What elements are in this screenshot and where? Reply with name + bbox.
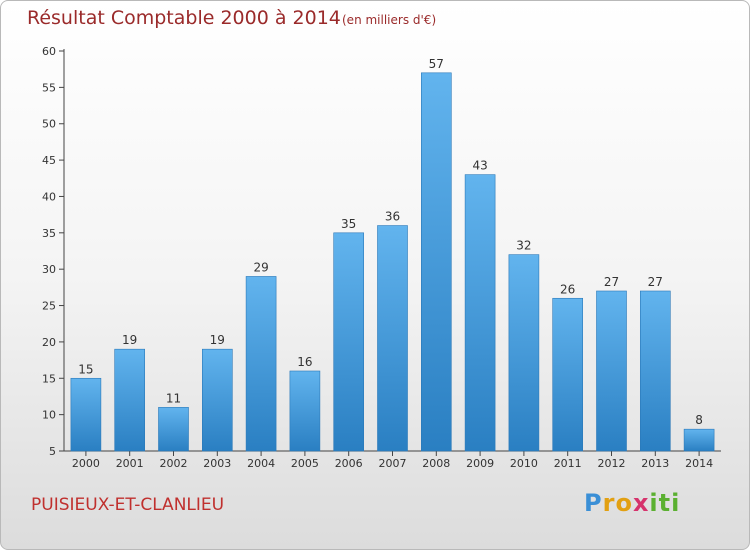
bar-2010[interactable]: [508, 254, 540, 452]
value-label-2010: 32: [516, 239, 531, 253]
value-label-2003: 19: [210, 333, 225, 347]
x-tick-label-2014: 2014: [685, 457, 713, 470]
y-tick-label: 55: [42, 81, 56, 94]
logo-letter: o: [615, 489, 633, 517]
x-tick-label-2010: 2010: [510, 457, 538, 470]
value-label-2008: 57: [429, 57, 444, 71]
y-tick-label: 15: [42, 372, 56, 385]
bar-2000[interactable]: [70, 377, 102, 452]
value-label-2006: 35: [341, 217, 356, 231]
x-tick-label-2004: 2004: [247, 457, 275, 470]
bar-2003[interactable]: [202, 348, 233, 452]
y-tick-label: 60: [42, 45, 56, 58]
value-label-2013: 27: [648, 275, 663, 289]
x-tick-label-2003: 2003: [203, 457, 231, 470]
value-label-2001: 19: [122, 333, 137, 347]
x-tick-label-2008: 2008: [422, 457, 450, 470]
bar-2008[interactable]: [420, 72, 452, 452]
x-tick-label-2002: 2002: [160, 457, 188, 470]
logo-letter: r: [602, 489, 616, 517]
y-tick-label: 25: [42, 300, 56, 313]
y-tick-label: 45: [42, 154, 56, 167]
bar-2001[interactable]: [114, 348, 145, 452]
bar-2006[interactable]: [333, 232, 365, 452]
y-tick-label: 10: [42, 409, 56, 422]
bar-2005[interactable]: [289, 370, 321, 452]
chart-title: Résultat Comptable 2000 à 2014: [27, 7, 341, 29]
y-tick-label: 35: [42, 227, 56, 240]
chart-subtitle: (en milliers d'€): [342, 13, 437, 27]
x-tick-label-2001: 2001: [116, 457, 144, 470]
value-label-2000: 15: [78, 362, 93, 376]
bar-2014[interactable]: [683, 428, 715, 452]
value-label-2004: 29: [253, 260, 268, 274]
bar-2007[interactable]: [377, 225, 408, 452]
logo-letter: ti: [658, 489, 681, 517]
bar-2011[interactable]: [552, 297, 584, 452]
y-tick-label: 50: [42, 118, 56, 131]
value-label-2002: 11: [166, 391, 181, 405]
value-label-2012: 27: [604, 275, 619, 289]
value-label-2011: 26: [560, 282, 575, 296]
x-tick-label-2006: 2006: [335, 457, 363, 470]
bar-2002[interactable]: [158, 407, 189, 452]
commune-name: PUISIEUX-ET-CLANLIEU: [31, 495, 225, 515]
x-tick-label-2013: 2013: [641, 457, 669, 470]
x-tick-label-2012: 2012: [598, 457, 626, 470]
proxiti-logo[interactable]: Proxiti: [584, 489, 680, 517]
x-tick-label-2009: 2009: [466, 457, 494, 470]
y-tick-label: 5: [49, 445, 56, 458]
logo-letter: x: [632, 489, 650, 517]
logo-letter: P: [584, 489, 603, 517]
bar-2012[interactable]: [596, 290, 627, 452]
value-label-2005: 16: [297, 355, 312, 369]
value-label-2009: 43: [472, 159, 487, 173]
y-tick-label: 30: [42, 263, 56, 276]
bar-2004[interactable]: [245, 276, 277, 452]
x-tick-label-2011: 2011: [554, 457, 582, 470]
y-tick-label: 40: [42, 190, 56, 203]
x-tick-label-2000: 2000: [72, 457, 100, 470]
value-label-2007: 36: [385, 210, 400, 224]
bar-2013[interactable]: [639, 290, 671, 452]
logo-letter: i: [649, 489, 659, 517]
y-tick-label: 20: [42, 336, 56, 349]
x-tick-label-2007: 2007: [379, 457, 407, 470]
value-label-2014: 8: [695, 413, 703, 427]
bar-2009[interactable]: [464, 174, 496, 452]
x-tick-label-2005: 2005: [291, 457, 319, 470]
